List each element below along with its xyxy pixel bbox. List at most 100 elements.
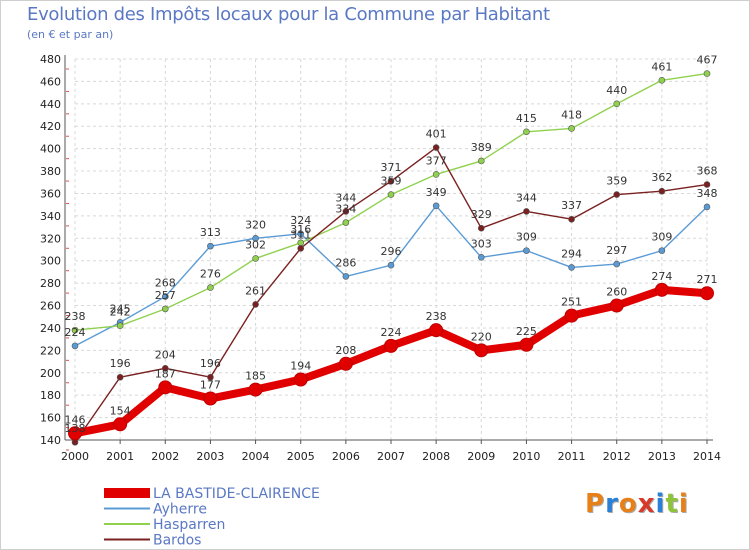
legend-label: Bardos (153, 533, 201, 549)
data-point (161, 364, 169, 372)
data-label: 359 (606, 175, 627, 188)
data-point (568, 125, 575, 132)
data-point (387, 261, 395, 269)
data-label: 257 (155, 289, 176, 302)
data-point (248, 382, 263, 397)
data-point (609, 298, 624, 313)
data-point (477, 157, 485, 165)
y-tick-label: 160 (40, 412, 61, 425)
data-point (429, 323, 444, 338)
data-label: 224 (381, 326, 402, 339)
data-label: 302 (245, 238, 266, 251)
data-labels: 146 154 187 177 185 194 208 224 238 220 225 251 260 2… (65, 54, 718, 436)
data-point (252, 255, 259, 262)
y-tick-label: 280 (40, 277, 61, 290)
data-point (658, 247, 666, 254)
chart-subtitle: (en € et par an) (27, 28, 114, 41)
data-point (207, 242, 214, 250)
data-point (116, 373, 124, 381)
data-label: 187 (155, 367, 176, 380)
x-tick-label: 2007 (377, 450, 405, 463)
legend-label: Hasparren (153, 517, 225, 533)
data-label: 260 (606, 286, 627, 299)
data-point (700, 286, 714, 301)
data-label: 177 (200, 379, 221, 392)
x-tick-label: 2005 (287, 450, 315, 463)
chart-title: Evolution des Impôts locaux pour la Comm… (27, 4, 550, 25)
logo-letter: r (605, 489, 619, 519)
data-point (432, 202, 440, 210)
data-point (338, 356, 353, 371)
axes: 140 160 180 200 220 240 260 280 300 320 340 360 380 4… (40, 53, 721, 463)
data-label: 208 (335, 344, 356, 357)
data-label: 461 (651, 60, 672, 73)
data-label: 324 (290, 214, 311, 227)
data-point (116, 322, 124, 330)
data-point (613, 260, 621, 268)
data-label: 238 (426, 310, 447, 323)
data-point (613, 191, 621, 198)
y-tick-label: 180 (40, 389, 61, 402)
data-point (658, 76, 666, 84)
data-point (523, 208, 530, 215)
proxiti-logo: Proxiti (585, 489, 689, 519)
y-tick-label: 220 (40, 344, 61, 357)
series-layer (68, 70, 714, 446)
data-point (252, 234, 259, 242)
y-tick-label: 460 (40, 75, 61, 88)
data-label: 316 (290, 223, 311, 236)
data-label: 196 (110, 357, 131, 370)
data-label: 467 (697, 54, 718, 67)
data-point (432, 171, 440, 178)
data-point (568, 215, 575, 223)
data-label: 415 (516, 112, 537, 125)
logo-letter: P (585, 489, 606, 519)
data-point (161, 293, 169, 300)
data-label: 154 (110, 404, 131, 417)
y-tick-label: 200 (40, 367, 61, 380)
data-point (113, 417, 128, 432)
data-label: 309 (516, 231, 537, 244)
data-label: 225 (516, 325, 537, 338)
data-label: 220 (471, 330, 492, 343)
data-label: 146 (65, 413, 86, 426)
data-point (158, 380, 173, 395)
y-tick-label: 240 (40, 322, 61, 335)
x-tick-label: 2014 (693, 450, 721, 463)
x-tick-label: 2002 (151, 450, 179, 463)
data-label: 320 (245, 218, 266, 231)
data-point (432, 144, 440, 151)
x-tick-label: 2013 (648, 450, 676, 463)
data-point (207, 373, 214, 381)
grid (74, 58, 708, 441)
data-point (342, 273, 350, 280)
legend-label: Ayherre (153, 502, 207, 518)
data-point (71, 326, 79, 334)
data-point (203, 391, 218, 406)
y-tick-label: 300 (40, 255, 61, 268)
data-label: 296 (381, 245, 402, 258)
data-point (384, 338, 398, 353)
data-label: 377 (426, 154, 447, 167)
logo-letter: t (665, 489, 679, 519)
data-label: 418 (561, 108, 582, 121)
data-point (613, 100, 621, 108)
data-point (342, 219, 350, 226)
data-label: 242 (110, 306, 131, 319)
data-point (293, 372, 308, 387)
x-tick-label: 2012 (603, 450, 631, 463)
data-label: 349 (426, 186, 447, 199)
data-point (387, 177, 395, 185)
data-label: 371 (381, 161, 402, 174)
data-point (474, 343, 489, 358)
y-tick-label: 340 (40, 210, 61, 223)
logo-letter: x (637, 489, 656, 519)
data-point (654, 282, 669, 297)
data-label: 337 (561, 199, 582, 212)
data-label: 303 (471, 237, 492, 250)
data-point (477, 224, 485, 232)
y-tick-label: 400 (40, 143, 61, 156)
logo-letter: o (618, 489, 638, 519)
x-tick-label: 2006 (332, 450, 360, 463)
